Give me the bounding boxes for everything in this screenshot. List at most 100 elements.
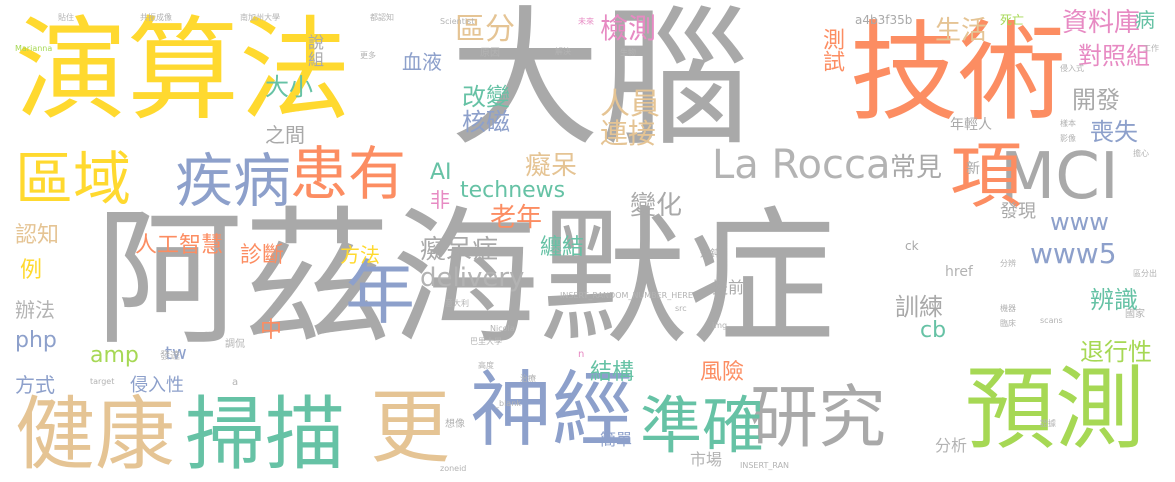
word-technews: technews — [460, 178, 566, 203]
word-worry: 擔心 — [1133, 149, 1149, 158]
word-src: src — [675, 304, 687, 313]
word-more: 更 — [370, 381, 450, 474]
word-target: target — [90, 377, 115, 386]
word-year: 年 — [345, 252, 415, 334]
word-mci: MCI — [1000, 140, 1119, 214]
word-training: 訓練 — [895, 293, 943, 321]
word-item: 項 — [950, 134, 1023, 218]
word-neural: 神經 — [470, 363, 635, 458]
word-analysis: 分析 — [935, 436, 968, 455]
word-connect: 連接 — [600, 117, 657, 150]
word-sample: 樣本 — [1060, 119, 1076, 128]
word-differentiate: 分辨 — [1000, 259, 1016, 268]
word-a: a — [232, 377, 239, 388]
word-test: 測試 — [819, 28, 844, 72]
word-group: 組 — [308, 50, 325, 69]
word-height: 高度 — [478, 361, 494, 370]
word-more-ext: 更多 — [360, 51, 376, 60]
word-tangle: 纏結 — [540, 235, 585, 260]
word-say: 說 — [308, 33, 325, 52]
word-suffer: 患有 — [290, 140, 407, 208]
word-treatment: 治療 — [520, 374, 536, 383]
word-database: 資料庫 — [1062, 8, 1141, 38]
word-italy: 意大利 — [445, 299, 469, 308]
word-example: 例 — [20, 258, 43, 283]
word-dementia-disease: 癡呆症 — [420, 235, 499, 265]
word-young-people: 年輕人 — [950, 117, 992, 133]
word-www: www — [1050, 208, 1109, 236]
word-develop: 開發 — [1072, 86, 1120, 114]
word-n: n — [578, 349, 585, 360]
word-future: 未來 — [578, 17, 594, 26]
word-ai: AI — [430, 160, 452, 185]
word-href: href — [945, 264, 973, 280]
word-invasive-type: 侵入式 — [1060, 64, 1084, 73]
word-brain: 大腦 — [450, 0, 751, 167]
word-bari-university: 巴里大學 — [470, 337, 502, 346]
word-approach: 辦法 — [15, 298, 55, 322]
word-between: 之間 — [265, 123, 305, 147]
word-cause: 原因 — [480, 48, 500, 59]
word-zoneid: zoneid — [440, 464, 467, 473]
word-research: 研究 — [750, 379, 887, 458]
word-way: 方式 — [15, 373, 55, 397]
word-structure: 結構 — [590, 360, 635, 385]
word-biology: 生物 — [620, 48, 636, 57]
word-scientist: Scientist — [440, 17, 475, 26]
word-recognize: 辨識 — [1090, 286, 1138, 314]
word-degenerative: 退行性 — [1080, 338, 1152, 366]
word-detect: 檢測 — [600, 12, 657, 45]
word-img: img — [712, 321, 728, 330]
word-new: 新 — [966, 161, 980, 177]
word-cb: cb — [920, 318, 947, 343]
word-health: 健康 — [15, 388, 175, 481]
word-work: 工作 — [1143, 44, 1159, 53]
word-solve: 解決 — [555, 47, 571, 56]
word-control-group: 對照組 — [1078, 42, 1150, 70]
word-clinical: 臨床 — [1000, 319, 1016, 328]
word-dementia: 癡呆 — [525, 151, 578, 181]
word-developed: 發達 — [160, 351, 180, 362]
word-evidence: 證據 — [1040, 419, 1056, 428]
word-www5: www5 — [1030, 237, 1117, 270]
word-discover: 發現 — [1000, 201, 1036, 222]
word-blank: _blank — [495, 399, 521, 408]
word-amp: amp — [90, 343, 139, 368]
word-nicola: Nicola — [490, 324, 515, 333]
word-ai-chinese: 人工智慧 — [135, 233, 224, 258]
word-distinguish-out: 區分出 — [1133, 269, 1157, 278]
word-personnel: 人員 — [600, 87, 660, 122]
word-mri: 核磁 — [462, 108, 510, 136]
word-non: 非 — [430, 188, 450, 212]
word-region: 區域 — [15, 145, 132, 213]
word-disease: 疾病 — [175, 147, 292, 215]
word-alzheimers: 阿茲海默症 — [95, 193, 835, 365]
word-insert-random: INSERT_RANDOM_NUMBER_HERE — [560, 291, 693, 300]
word-invasive: 侵入性 — [130, 375, 184, 396]
word-old-age: 老年 — [490, 203, 543, 233]
word-ck: ck — [905, 239, 919, 253]
word-hash: a4b3f35b — [855, 13, 913, 27]
word-tease: 調侃 — [225, 339, 245, 350]
word-stick: 貼住 — [58, 13, 74, 22]
word-diagnosis: 診斷 — [240, 243, 285, 268]
word-simple: 簡單 — [600, 430, 633, 449]
word-scan: 掃描 — [185, 388, 345, 481]
word-method: 方法 — [340, 243, 380, 267]
word-technology: 技術 — [850, 11, 1067, 136]
word-prediction: 預測 — [965, 357, 1145, 462]
word-accurate: 準確 — [640, 389, 765, 462]
word-variation: 變化 — [630, 191, 683, 221]
word-scans: scans — [1040, 316, 1063, 325]
word-advance: 提前 — [712, 278, 745, 297]
word-loss: 喪失 — [1090, 118, 1138, 146]
word-algorithm: 演算法 — [15, 6, 351, 136]
word-country: 國家 — [1125, 309, 1145, 320]
word-marianna: Marianna — [15, 44, 53, 53]
word-common: 常見 — [890, 153, 943, 183]
word-usc: 南加州大學 — [240, 13, 280, 22]
word-middle: 中 — [260, 318, 283, 343]
word-insert-ran: INSERT_RAN — [740, 461, 790, 470]
word-change: 改變 — [462, 83, 510, 111]
